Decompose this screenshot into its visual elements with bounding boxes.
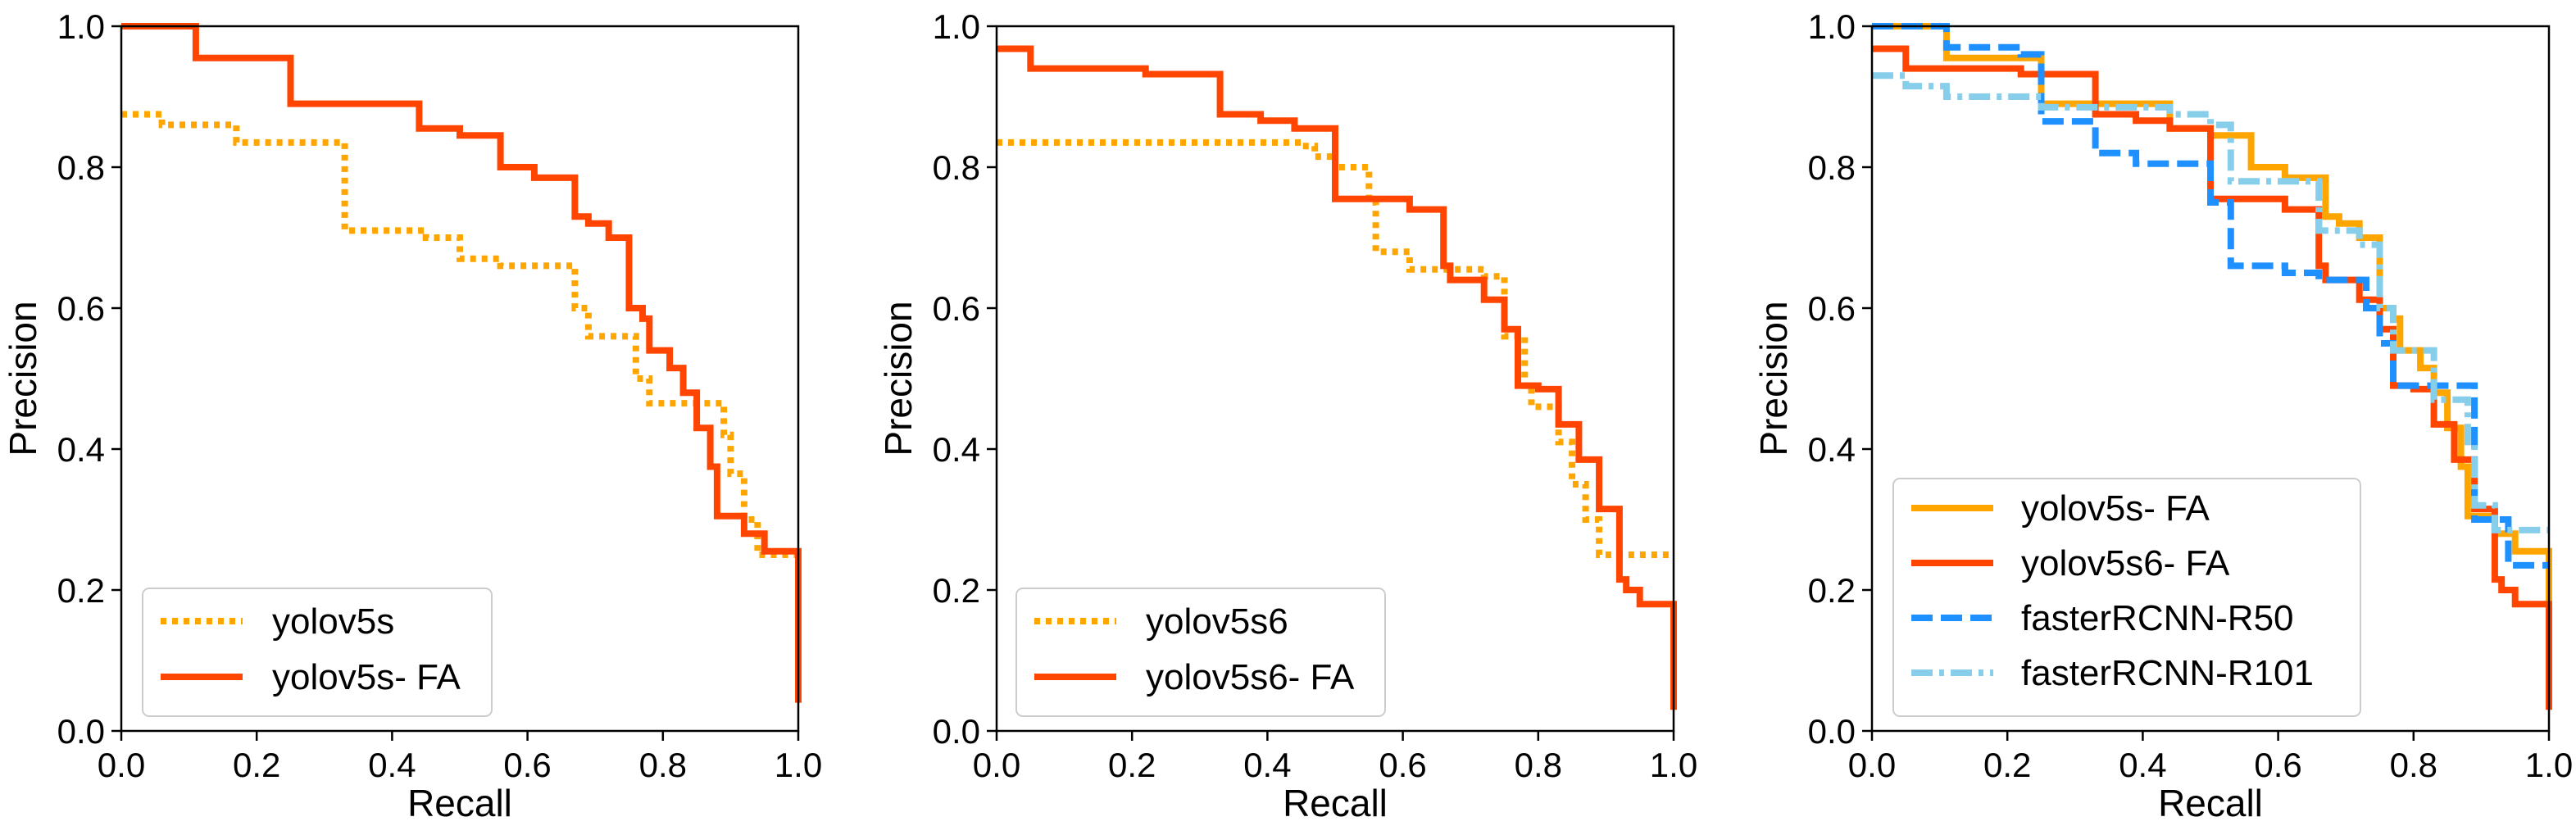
- x-tick-label: 0.2: [1108, 746, 1156, 784]
- legend-2: yolov5s6 yolov5s6- FA: [1015, 588, 1386, 717]
- x-tick-label: 0.2: [1983, 746, 2031, 784]
- y-tick-label: 1.0: [57, 7, 105, 46]
- series-layer-2: [997, 45, 1677, 710]
- y-tick-label: 0.6: [933, 289, 980, 328]
- series-line-yolov5s6: [997, 138, 1674, 558]
- chart-panel-3: 0.0 0.2 0.4 0.6 0.8 1.0 0.0 0.2 0.4 0.6 0.8 1.0 Rec…: [1752, 7, 2573, 824]
- legend-label-fasterrcnn-r50: fasterRCNN-R50: [2021, 598, 2294, 638]
- legend-3: yolov5s- FA yolov5s6- FA fasterRCNN-R50 …: [1892, 478, 2361, 717]
- series-line-fasterrcnn-r50: [1872, 23, 2549, 569]
- y-tick-label: 0.4: [57, 430, 105, 469]
- x-tick-label: 0.0: [1848, 746, 1896, 784]
- plot-frame-2: [995, 25, 1675, 733]
- x-tick-label: 1.0: [2525, 746, 2573, 784]
- x-tick-label: 0.8: [1515, 746, 1562, 784]
- y-axis-label-1: Precision: [2, 301, 44, 456]
- x-tick-label: 0.0: [98, 746, 145, 784]
- legend-label-yolov5s6-fa-3: yolov5s6- FA: [2021, 543, 2230, 583]
- series-layer-3: [1872, 23, 2552, 710]
- y-tick-label: 0.4: [933, 430, 980, 469]
- y-tick-label: 0.8: [933, 148, 980, 187]
- series-layer-1: [121, 23, 802, 703]
- x-tick-label: 1.0: [775, 746, 822, 784]
- legend-label-fasterrcnn-r101: fasterRCNN-R101: [2021, 653, 2314, 693]
- y-tick-label: 0.4: [1808, 430, 1856, 469]
- x-tick-label: 0.6: [503, 746, 551, 784]
- ticks-2: 0.0 0.2 0.4 0.6 0.8 1.0 0.0 0.2 0.4 0.6 0.8 1.0: [933, 7, 1698, 784]
- x-tick-label: 0.8: [2390, 746, 2437, 784]
- y-axis-label-3: Precision: [1752, 301, 1795, 456]
- legend-label-yolov5s6-fa: yolov5s6- FA: [1146, 657, 1355, 697]
- series-line-yolov5s: [121, 111, 798, 558]
- x-tick-label: 1.0: [1650, 746, 1697, 784]
- y-tick-label: 0.2: [1808, 571, 1856, 610]
- y-tick-label: 0.2: [57, 571, 105, 610]
- y-tick-label: 0.0: [1808, 712, 1856, 751]
- x-axis-label-3: Recall: [2158, 782, 2263, 824]
- x-tick-label: 0.4: [368, 746, 416, 784]
- y-axis-label-2: Precision: [877, 301, 920, 456]
- y-tick-label: 0.0: [933, 712, 980, 751]
- series-line-yolov5s6-fa: [997, 45, 1677, 710]
- chart-panel-1: 0.0 0.2 0.4 0.6 0.8 1.0 0.0 0.2 0.4 0.6 0.8 1.0 Rec…: [2, 7, 822, 824]
- plot-frame-3: [1870, 25, 2551, 733]
- y-tick-label: 1.0: [933, 7, 980, 46]
- legend-label-yolov5s-fa: yolov5s- FA: [272, 657, 461, 697]
- x-tick-label: 0.4: [2119, 746, 2166, 784]
- x-tick-label: 0.6: [1379, 746, 1426, 784]
- y-tick-label: 0.8: [1808, 148, 1856, 187]
- y-tick-label: 0.2: [933, 571, 980, 610]
- y-tick-label: 0.8: [57, 148, 105, 187]
- ticks-3: 0.0 0.2 0.4 0.6 0.8 1.0 0.0 0.2 0.4 0.6 0.8 1.0: [1808, 7, 2574, 784]
- legend-1: yolov5s yolov5s- FA: [142, 588, 493, 717]
- y-tick-label: 0.6: [1808, 289, 1856, 328]
- x-tick-label: 0.6: [2254, 746, 2301, 784]
- ticks-1: 0.0 0.2 0.4 0.6 0.8 1.0 0.0 0.2 0.4 0.6 0.8 1.0: [57, 7, 823, 784]
- y-tick-label: 1.0: [1808, 7, 1856, 46]
- legend-label-yolov5s-fa-3: yolov5s- FA: [2021, 488, 2210, 529]
- series-line-fasterrcnn-r101: [1872, 72, 2549, 533]
- legend-box-3: [1892, 478, 2361, 717]
- x-axis-label-2: Recall: [1283, 782, 1388, 824]
- legend-label-yolov5s: yolov5s: [272, 601, 394, 642]
- y-tick-label: 0.0: [57, 712, 105, 751]
- chart-panel-2: 0.0 0.2 0.4 0.6 0.8 1.0 0.0 0.2 0.4 0.6 0.8 1.0 Rec…: [877, 7, 1697, 824]
- legend-label-yolov5s6: yolov5s6: [1146, 601, 1288, 642]
- x-axis-label-1: Recall: [407, 782, 512, 824]
- plot-frame-1: [120, 25, 800, 733]
- y-tick-label: 0.6: [57, 289, 105, 328]
- x-tick-label: 0.4: [1243, 746, 1291, 784]
- series-line-yolov5s-fa: [121, 23, 802, 703]
- x-tick-label: 0.0: [973, 746, 1020, 784]
- x-tick-label: 0.2: [233, 746, 280, 784]
- x-tick-label: 0.8: [639, 746, 687, 784]
